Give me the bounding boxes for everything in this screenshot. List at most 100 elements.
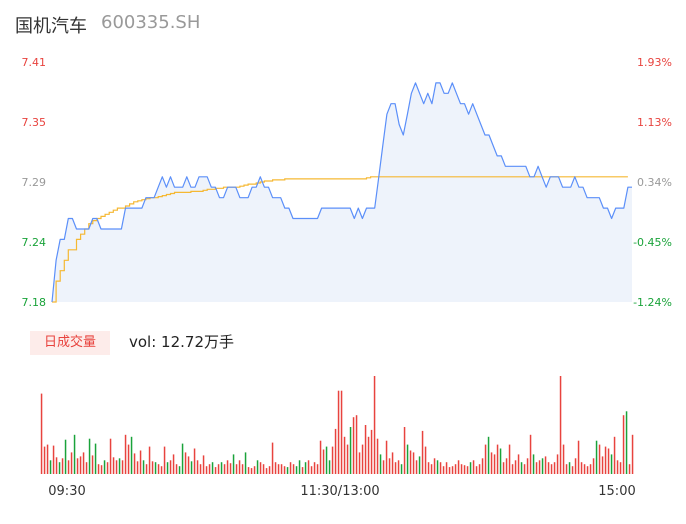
volume-summary: vol: 12.72万手	[129, 331, 234, 353]
volume-bar	[401, 464, 403, 474]
volume-bar	[209, 464, 211, 474]
volume-bar	[470, 462, 472, 474]
volume-bar	[206, 466, 208, 474]
volume-bar	[80, 456, 82, 474]
intraday-price-chart: 7.41 7.35 7.29 7.24 7.18 1.93% 1.13% 0.34% -0.45…	[0, 0, 686, 320]
volume-bar	[272, 443, 274, 474]
volume-bar	[191, 461, 193, 474]
volume-bar	[365, 425, 367, 474]
volume-period-button[interactable]: 日成交量	[30, 331, 110, 355]
volume-bar	[263, 464, 265, 474]
volume-bar	[197, 460, 199, 474]
volume-bar	[548, 462, 550, 474]
volume-bar	[176, 464, 178, 474]
volume-bar	[560, 376, 562, 474]
volume-bar	[98, 464, 100, 474]
volume-bar	[515, 460, 517, 474]
volume-bar	[233, 454, 235, 474]
volume-bar	[404, 427, 406, 474]
volume-bar	[347, 445, 349, 474]
volume-bar	[419, 456, 421, 474]
volume-bar	[428, 462, 430, 474]
y-tick-label-price: 7.18	[22, 296, 47, 309]
volume-bar	[152, 461, 154, 474]
volume-bar	[521, 462, 523, 474]
volume-bar	[302, 467, 304, 474]
volume-bar	[158, 464, 160, 474]
volume-bar	[260, 462, 262, 474]
volume-bar	[170, 460, 172, 474]
volume-value: 12.72万手	[161, 333, 234, 351]
y-tick-label-percent: -0.45%	[633, 236, 672, 249]
y-tick-label-price: 7.29	[22, 176, 47, 189]
volume-bar	[425, 447, 427, 474]
volume-bar	[317, 464, 319, 474]
volume-bar	[518, 454, 520, 474]
volume-bar	[485, 445, 487, 474]
volume-bar	[116, 460, 118, 474]
volume-bar	[440, 462, 442, 474]
volume-bar	[125, 435, 127, 474]
volume-bar	[554, 462, 556, 474]
volume-bar	[86, 462, 88, 474]
volume-prefix: vol:	[129, 333, 161, 351]
y-tick-label-percent: 1.13%	[637, 116, 672, 129]
volume-bar	[65, 440, 67, 474]
volume-bar	[539, 460, 541, 474]
volume-bar	[377, 439, 379, 474]
volume-bar	[107, 462, 109, 474]
volume-bar	[236, 464, 238, 474]
y-tick-label-price: 7.35	[22, 116, 47, 129]
volume-bar	[329, 460, 331, 474]
volume-bar	[479, 464, 481, 474]
volume-bar	[356, 415, 358, 474]
volume-bar	[623, 415, 625, 474]
volume-bar	[557, 454, 559, 474]
volume-bar	[311, 466, 313, 474]
volume-bar	[275, 462, 277, 474]
volume-bar	[413, 452, 415, 474]
volume-bar	[161, 466, 163, 474]
price-area	[52, 83, 632, 302]
volume-bar	[578, 441, 580, 474]
y-tick-label-percent: -1.24%	[633, 296, 672, 309]
volume-bar	[530, 435, 532, 474]
volume-bar	[212, 462, 214, 474]
volume-bar	[173, 454, 175, 474]
volume-bar	[503, 462, 505, 474]
volume-bar	[167, 462, 169, 474]
volume-bar	[608, 449, 610, 475]
volume-bar	[389, 458, 391, 474]
volume-bar	[512, 464, 514, 474]
volume-bar	[71, 452, 73, 474]
volume-bar	[326, 447, 328, 474]
volume-bar	[143, 460, 145, 474]
volume-bar	[407, 445, 409, 474]
volume-bar	[620, 462, 622, 474]
volume-bar	[155, 462, 157, 474]
volume-bar	[245, 452, 247, 474]
volume-bar	[509, 445, 511, 474]
volume-bar	[254, 466, 256, 474]
volume-bar	[134, 453, 136, 474]
volume-bar	[146, 464, 148, 474]
volume-bar	[431, 464, 433, 474]
volume-bar	[569, 462, 571, 474]
volume-bar	[305, 462, 307, 474]
volume-bar	[581, 462, 583, 474]
volume-bar	[278, 464, 280, 474]
volume-bar	[200, 464, 202, 474]
volume-bar	[338, 391, 340, 474]
volume-bar	[572, 466, 574, 474]
volume-bar	[392, 452, 394, 474]
volume-bar	[50, 460, 52, 474]
volume-bar	[497, 445, 499, 474]
volume-bar	[53, 446, 55, 474]
volume-bar	[230, 463, 232, 474]
volume-bar	[452, 466, 454, 474]
volume-bar	[113, 457, 115, 474]
volume-bar	[182, 444, 184, 474]
volume-bar	[224, 464, 226, 474]
volume-bar	[632, 435, 634, 474]
x-tick-label: 11:30/13:00	[300, 484, 379, 499]
